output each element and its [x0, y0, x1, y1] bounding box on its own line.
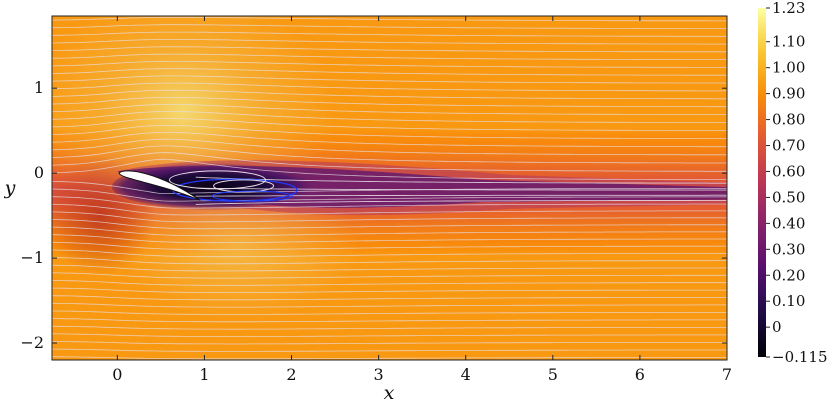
x-axis: 0 1 2 3 4 5 6 7	[112, 16, 732, 384]
streamline	[52, 310, 727, 315]
colorbar-gradient	[758, 8, 766, 357]
plot-frame	[51, 15, 728, 361]
airfoil	[118, 170, 201, 201]
y-axis: 1 0 −1 −2	[20, 78, 727, 352]
streamline	[52, 39, 727, 45]
streamline	[52, 295, 727, 301]
y-tick-label: −1	[20, 248, 44, 267]
recirculation-contour	[211, 190, 293, 202]
colorbar-tick-label: 0.90	[772, 85, 805, 103]
streamline	[52, 356, 727, 360]
streamline	[52, 97, 727, 108]
streamline	[52, 180, 727, 195]
streamline	[52, 138, 727, 156]
streamline	[52, 16, 727, 22]
streamline	[52, 203, 727, 216]
streamline	[52, 75, 727, 84]
x-tick-label: 1	[199, 365, 209, 384]
x-tick-label: 0	[112, 365, 122, 384]
streamline	[52, 257, 727, 265]
streamline	[52, 264, 727, 272]
streamline	[52, 249, 727, 258]
streamline	[52, 196, 727, 209]
streamline	[52, 111, 727, 123]
streamline	[52, 31, 727, 37]
colorbar-tick-label: 1.10	[772, 33, 805, 51]
streamline	[52, 53, 727, 60]
streamline	[52, 82, 727, 92]
colorbar-tick-label: 1.00	[772, 59, 805, 77]
y-axis-label: y	[4, 177, 16, 199]
streamline	[52, 118, 727, 132]
streamline	[52, 302, 727, 308]
x-tick-label: 3	[374, 365, 384, 384]
streamline	[52, 104, 727, 115]
colorbar-tick-label: 0.40	[772, 214, 805, 232]
x-tick-label: 2	[286, 365, 296, 384]
x-axis-label: x	[384, 382, 395, 404]
wake-streamline	[195, 194, 727, 197]
streamline	[52, 211, 727, 223]
streamline	[52, 272, 727, 279]
wake-streamline	[195, 199, 727, 205]
colorbar-tick-label: 0.50	[772, 188, 805, 206]
colorbar-tick-label: 0.20	[772, 266, 805, 284]
colorbar: 1.23 1.10 1.00 0.90 0.80 0.70 0.60 0.50 0.40 0.30…	[758, 0, 828, 366]
streamline	[52, 341, 727, 345]
streamline	[52, 124, 727, 140]
streamline	[52, 226, 727, 237]
streamline	[52, 152, 727, 172]
recirculation-streamline	[213, 179, 275, 193]
y-tick-label: 0	[34, 163, 44, 182]
streamline	[52, 279, 727, 286]
wake-streamline	[195, 176, 727, 184]
streamline	[52, 188, 727, 202]
streamline	[52, 68, 727, 76]
colorbar-tick-label: −0.115	[772, 348, 828, 366]
wake-streamline	[195, 187, 727, 191]
y-tick-label: 1	[34, 78, 44, 97]
streamline	[52, 61, 727, 68]
streamline	[52, 89, 727, 100]
x-tick-label: 4	[461, 365, 471, 384]
heatmap-field	[52, 16, 727, 360]
streamline	[52, 46, 727, 53]
streamline	[52, 158, 727, 181]
streamline	[52, 287, 727, 294]
colorbar-tick-label: 0.30	[772, 240, 805, 258]
colorbar-tick-label: 0.60	[772, 162, 805, 180]
streamline	[52, 24, 727, 30]
streamline	[52, 318, 727, 323]
colorbar-tick-label: 0	[772, 318, 782, 336]
streamlines	[52, 16, 727, 360]
colorbar-tick-label: 0.10	[772, 292, 805, 310]
streamline	[52, 241, 727, 251]
x-tick-label: 5	[548, 365, 558, 384]
streamline	[52, 131, 727, 148]
y-tick-label: −2	[20, 333, 44, 352]
x-tick-label: 7	[722, 365, 732, 384]
streamline	[52, 325, 727, 330]
streamline	[52, 333, 727, 337]
colorbar-tick-label: 1.23	[772, 0, 805, 17]
streamline	[52, 145, 727, 164]
streamline	[52, 219, 727, 230]
streamline	[52, 234, 727, 244]
colorbar-tick-label: 0.70	[772, 137, 805, 155]
colorbar-tick-label: 0.80	[772, 111, 805, 129]
x-tick-label: 6	[635, 365, 645, 384]
streamline	[52, 348, 727, 352]
